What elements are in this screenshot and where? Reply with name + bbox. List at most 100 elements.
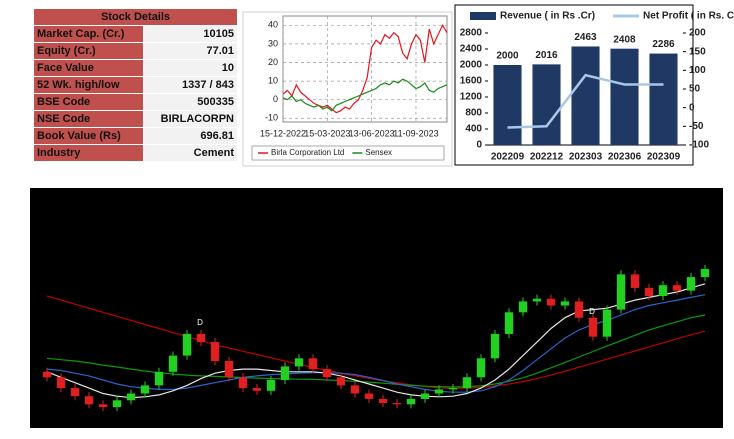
candle-body	[350, 385, 360, 394]
y2-tick-label: 200	[689, 28, 706, 39]
table-row: Book Value (Rs) 696.81	[32, 127, 238, 145]
bar-value-label: 2000	[496, 51, 519, 62]
legend-label: Net Profit ( in Rs. Cr.)	[643, 11, 734, 22]
candle-body	[420, 393, 430, 399]
y-tick-label: 400	[465, 124, 482, 135]
y-tick-label: 2400	[460, 44, 483, 55]
candle-body	[224, 361, 234, 378]
bar-value-label: 2408	[613, 34, 636, 45]
x-tick-label: 202212	[530, 152, 564, 163]
row-label: BSE Code	[32, 93, 145, 111]
y-tick-label: 10	[268, 75, 278, 85]
legend-label: Birla Corporation Ltd	[271, 148, 344, 157]
candle-body	[504, 312, 514, 334]
candle-body	[336, 377, 346, 386]
candle-body	[182, 333, 192, 356]
row-value: 77.01	[143, 42, 238, 60]
line-chart-frame	[242, 11, 453, 167]
candle-body	[518, 301, 528, 313]
candle-body	[140, 385, 150, 394]
y2-tick-label: 100	[689, 65, 706, 76]
x-tick-label: 11-09-2023	[393, 128, 438, 138]
candle-body	[364, 393, 374, 399]
candle-body	[406, 398, 416, 405]
moving-average	[46, 295, 706, 390]
y-tick-label: 1200	[460, 92, 483, 103]
row-value: Cement	[143, 144, 238, 162]
x-tick-label: 202303	[569, 152, 603, 163]
x-tick-label: 13-06-2023	[349, 128, 395, 138]
legend-swatch	[470, 12, 496, 20]
y-tick-label: -10	[265, 113, 278, 123]
candle-body	[490, 333, 500, 359]
x-tick-label: 202306	[608, 152, 642, 163]
candle-body	[532, 298, 542, 302]
candle-body	[84, 396, 94, 405]
candle-body	[112, 400, 122, 408]
row-value: 696.81	[143, 127, 238, 145]
candle-body	[588, 317, 598, 337]
candle-body	[154, 371, 164, 386]
candle-body	[98, 404, 108, 408]
table-row: 52 Wk. high/low 1337 / 843	[32, 76, 238, 94]
legend-box	[251, 145, 445, 161]
candle-body	[210, 342, 220, 362]
candle-body	[602, 309, 612, 337]
y-tick-label: 20	[268, 57, 278, 67]
y-tick-label: 0	[476, 140, 482, 151]
data-line	[282, 78, 448, 112]
candle-body	[238, 377, 248, 389]
table-row: BSE Code 500335	[32, 93, 238, 111]
bar	[532, 64, 561, 145]
stock-table: Stock Details Market Cap. (Cr.) 10105 Equit…	[32, 8, 238, 162]
row-label: Face Value	[32, 59, 145, 77]
legend-label: Revenue ( in Rs .Cr)	[500, 11, 595, 22]
x-tick-label: 15-03-2023	[304, 128, 350, 138]
candle-body	[266, 379, 276, 391]
candle-body	[686, 277, 696, 291]
y-tick-label: 800	[465, 108, 482, 119]
candle-body	[378, 398, 388, 403]
y-tick-label: 2000	[460, 60, 483, 71]
row-label: 52 Wk. high/low	[32, 76, 145, 94]
table-row: Industry Cement	[32, 144, 238, 162]
table-row: Market Cap. (Cr.) 10105	[32, 25, 238, 43]
candle-body	[448, 388, 458, 390]
y2-tick-label: 50	[689, 84, 701, 95]
row-value: 500335	[143, 93, 238, 111]
moving-average	[46, 283, 706, 399]
candle-body	[630, 274, 640, 288]
y-tick-label: 1600	[460, 76, 483, 87]
row-value: 10	[143, 59, 238, 77]
row-label: NSE Code	[32, 110, 145, 128]
x-tick-label: 15-12-2022	[260, 128, 306, 138]
candle-body	[644, 287, 654, 297]
plot-area	[282, 15, 448, 123]
bar	[649, 53, 678, 146]
annotation: D	[197, 318, 203, 327]
row-label: Market Cap. (Cr.)	[32, 25, 145, 43]
candle-body	[392, 402, 402, 405]
row-value: 10105	[143, 25, 238, 43]
row-label: Equity (Cr.)	[32, 42, 145, 60]
table-title: Stock Details	[33, 8, 238, 26]
y-tick-label: 0	[273, 94, 278, 104]
row-value: BIRLACORPN	[143, 110, 238, 128]
candle-body	[574, 301, 584, 318]
candle-body	[280, 366, 290, 380]
y2-tick-label: -100	[689, 140, 709, 151]
x-tick-label: 202209	[491, 152, 525, 163]
table-row: Face Value 10	[32, 59, 238, 77]
bar-value-label: 2016	[535, 50, 558, 61]
bar-value-label: 2463	[574, 32, 597, 43]
candle-body	[700, 268, 710, 278]
candle-body	[56, 377, 66, 389]
x-tick-label: 202309	[647, 152, 681, 163]
candle-body	[322, 369, 332, 378]
candle-body	[462, 377, 472, 389]
bar	[571, 46, 600, 146]
table-row: Equity (Cr.) 77.01	[32, 42, 238, 60]
candle-body	[308, 358, 318, 370]
